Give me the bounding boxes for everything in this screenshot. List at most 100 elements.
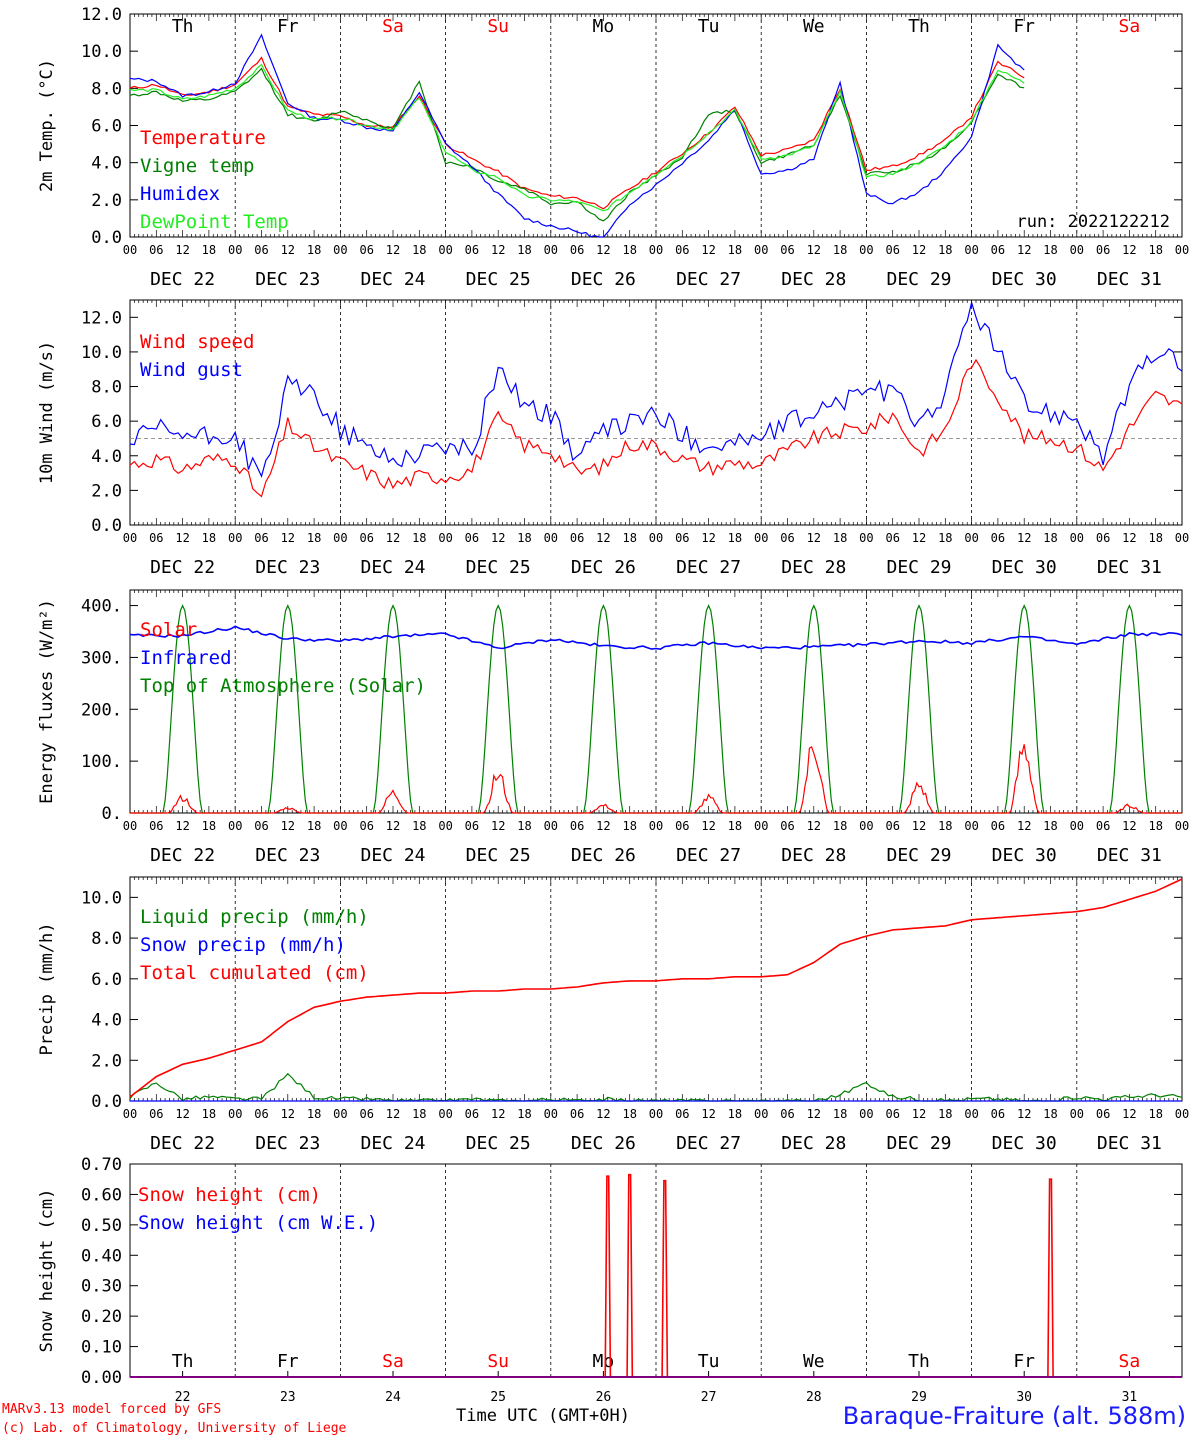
date-label: DEC 26	[571, 1133, 636, 1154]
hour-label: 06	[570, 243, 584, 257]
hour-label: 18	[622, 819, 636, 833]
date-number: 22	[175, 1390, 191, 1405]
day-label: Su	[487, 16, 509, 37]
y-tick-label: 0.30	[81, 1277, 122, 1297]
date-label: DEC 24	[360, 1133, 425, 1154]
date-number: 23	[280, 1390, 296, 1405]
hour-label: 18	[1043, 819, 1057, 833]
date-label: DEC 31	[1097, 557, 1162, 578]
hour-label: 00	[123, 531, 137, 545]
hour-label: 18	[938, 531, 952, 545]
hour-label: 00	[123, 1107, 137, 1121]
hour-label: 00	[333, 1107, 347, 1121]
hour-label: 12	[491, 1107, 505, 1121]
hour-label: 18	[938, 819, 952, 833]
snow-spike	[1047, 1178, 1054, 1378]
y-tick-label: 300.	[81, 648, 122, 668]
hour-label: 18	[833, 243, 847, 257]
date-number: 31	[1122, 1390, 1138, 1405]
hour-label: 00	[1175, 819, 1189, 833]
hour-label: 12	[175, 243, 189, 257]
hour-label: 00	[544, 819, 558, 833]
hour-label: 06	[465, 531, 479, 545]
hour-label: 00	[964, 531, 978, 545]
date-label: DEC 22	[150, 557, 215, 578]
hour-label: 06	[885, 819, 899, 833]
y-tick-label: 0.70	[81, 1155, 122, 1175]
hour-label: 12	[1017, 531, 1031, 545]
day-label: Th	[172, 1351, 194, 1372]
day-label: Fr	[277, 1351, 299, 1372]
snow-spike	[604, 1175, 612, 1378]
hour-label: 12	[701, 819, 715, 833]
legend-entry-4: Liquid precip (mm/h)	[140, 906, 369, 928]
y-tick-label: 12.0	[81, 308, 122, 328]
hour-label: 00	[859, 819, 873, 833]
y-tick-label: 0.40	[81, 1246, 122, 1266]
model-credit: MARv3.13 model forced by GFS	[2, 1402, 222, 1417]
hour-label: 12	[1122, 531, 1136, 545]
hour-label: 18	[938, 1107, 952, 1121]
date-label: DEC 25	[466, 269, 531, 290]
hour-label: 18	[728, 819, 742, 833]
date-label: DEC 30	[992, 845, 1057, 866]
hour-label: 06	[675, 1107, 689, 1121]
hour-label: 06	[780, 531, 794, 545]
day-label: Sa	[1119, 16, 1141, 37]
lab-credit: (c) Lab. of Climatology, University of L…	[2, 1421, 347, 1436]
day-label: Th	[172, 16, 194, 37]
y-tick-label: 0.20	[81, 1307, 122, 1327]
hour-label: 00	[228, 531, 242, 545]
date-label: DEC 28	[781, 269, 846, 290]
hour-label: 06	[254, 243, 268, 257]
y-tick-label: 6.0	[91, 412, 122, 432]
hour-label: 18	[517, 1107, 531, 1121]
hour-label: 00	[544, 531, 558, 545]
y-tick-label: 100.	[81, 752, 122, 772]
hour-label: 06	[1096, 1107, 1110, 1121]
hour-label: 00	[544, 1107, 558, 1121]
hour-label: 00	[333, 243, 347, 257]
date-label: DEC 30	[992, 557, 1057, 578]
y-tick-label: 8.0	[91, 79, 122, 99]
hour-label: 12	[912, 243, 926, 257]
y-tick-label: 0.0	[91, 1092, 122, 1112]
series-line	[129, 63, 1025, 212]
hour-label: 00	[1070, 531, 1084, 545]
date-label: DEC 28	[781, 1133, 846, 1154]
series-line	[129, 300, 1183, 479]
date-label: DEC 27	[676, 845, 741, 866]
hour-label: 00	[438, 243, 452, 257]
hour-label: 18	[412, 819, 426, 833]
y-tick-label: 0.10	[81, 1338, 122, 1358]
y-tick-label: 10.0	[81, 888, 122, 908]
date-label: DEC 23	[255, 1133, 320, 1154]
hour-label: 18	[622, 1107, 636, 1121]
date-label: DEC 26	[571, 269, 636, 290]
hour-label: 12	[281, 243, 295, 257]
y-tick-label: 6.0	[91, 970, 122, 990]
day-label: Su	[487, 1351, 509, 1372]
day-label: Th	[908, 16, 930, 37]
hour-label: 00	[859, 531, 873, 545]
hour-label: 00	[964, 819, 978, 833]
panel-frame-1	[129, 13, 1183, 238]
hour-label: 06	[885, 1107, 899, 1121]
hour-label: 06	[1096, 243, 1110, 257]
hour-label: 06	[149, 1107, 163, 1121]
hour-label: 12	[912, 819, 926, 833]
hour-label: 00	[1175, 243, 1189, 257]
hour-label: 00	[649, 243, 663, 257]
date-label: DEC 31	[1097, 1133, 1162, 1154]
hour-label: 18	[833, 819, 847, 833]
day-label: We	[803, 1351, 825, 1372]
y-tick-label: 4.0	[91, 1011, 122, 1031]
hour-label: 06	[149, 531, 163, 545]
day-label: Sa	[1119, 1351, 1141, 1372]
date-label: DEC 22	[150, 845, 215, 866]
hour-label: 00	[1070, 243, 1084, 257]
hour-label: 00	[1070, 1107, 1084, 1121]
hour-label: 06	[359, 819, 373, 833]
hour-label: 06	[359, 243, 373, 257]
date-label: DEC 29	[886, 269, 951, 290]
